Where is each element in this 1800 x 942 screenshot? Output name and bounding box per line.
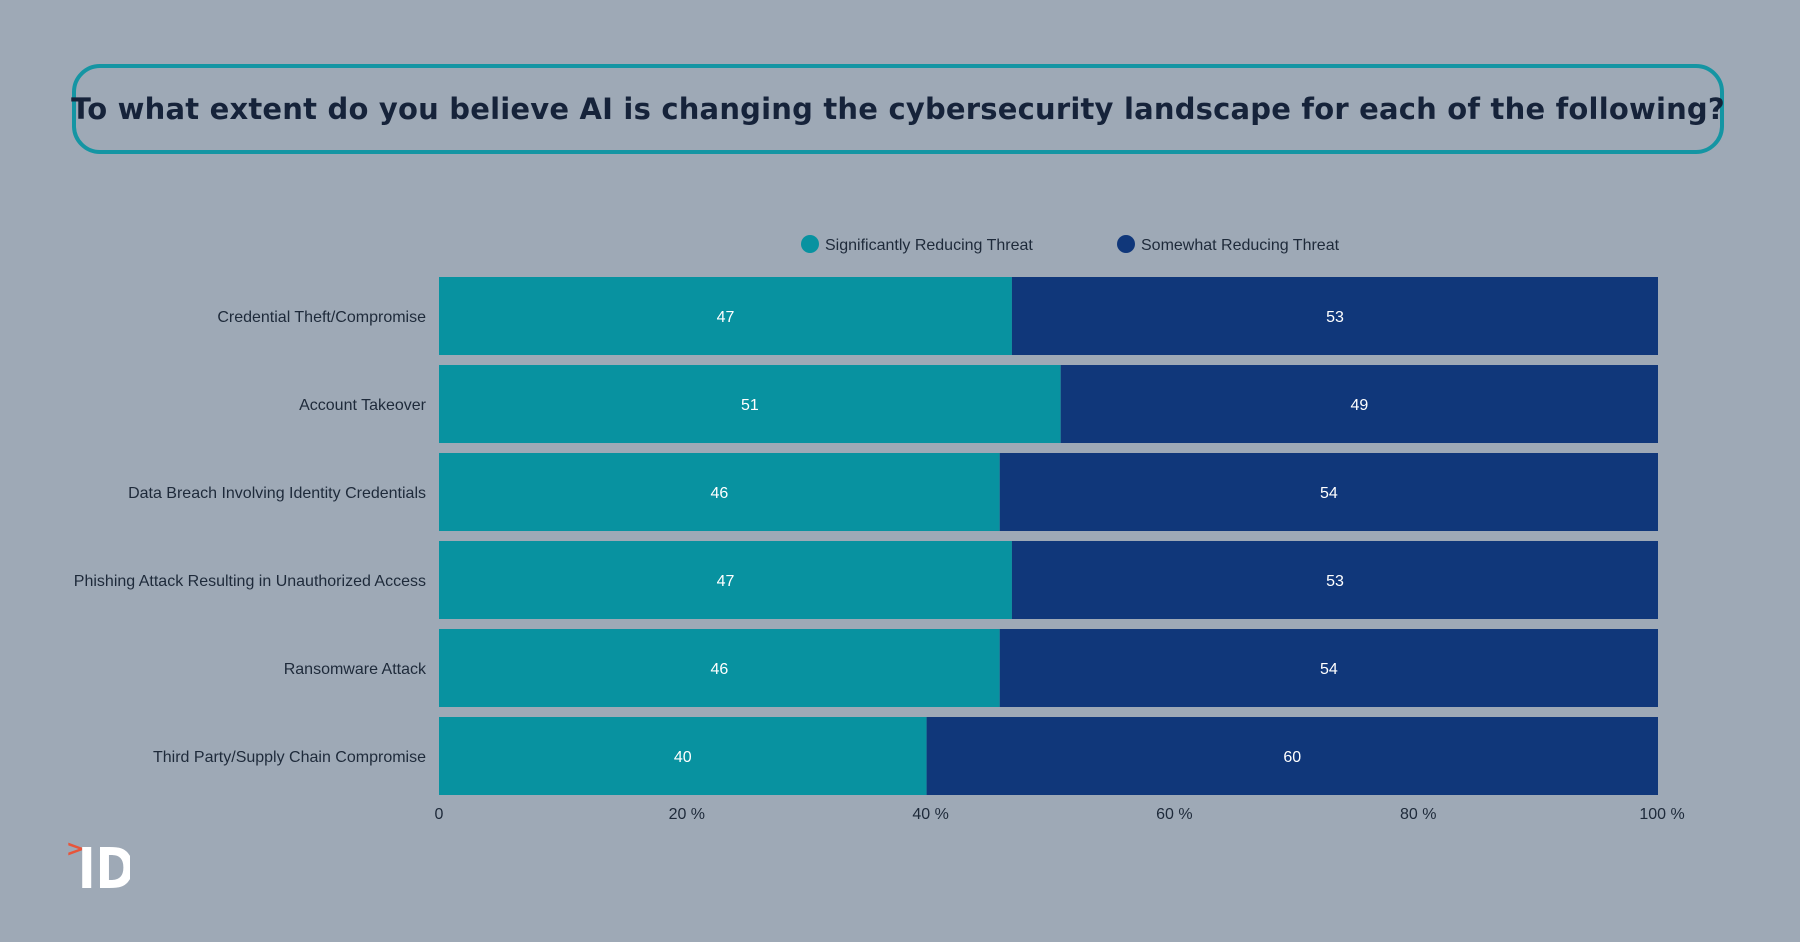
bar-value-label: 51: [741, 397, 759, 414]
bar-value-label: 46: [710, 661, 728, 678]
bar-value-label: 40: [674, 749, 692, 766]
bar-segment-series-1: [439, 717, 927, 795]
bar-value-label: 47: [717, 573, 735, 590]
logo-chevron: >: [66, 837, 84, 862]
bar-segment-series-1: [439, 453, 1000, 531]
category-label: Account Takeover: [299, 397, 427, 414]
category-label: Data Breach Involving Identity Credentia…: [128, 485, 426, 502]
bar-segment-series-1: [439, 365, 1061, 443]
bar-segment-series-1: [439, 277, 1012, 355]
x-tick-label: 0: [435, 806, 444, 823]
category-label: Phishing Attack Resulting in Unauthorize…: [74, 573, 426, 590]
category-label: Ransomware Attack: [284, 661, 427, 678]
x-tick-label: 80 %: [1400, 806, 1436, 823]
bar-value-label: 46: [710, 485, 728, 502]
bar-segment-series-2: [926, 717, 1658, 795]
legend-label-1: Significantly Reducing Threat: [825, 237, 1033, 254]
x-tick-label: 20 %: [669, 806, 705, 823]
legend-label-2: Somewhat Reducing Threat: [1141, 237, 1340, 254]
id-logo: > ID: [66, 837, 130, 890]
bar-value-label: 53: [1326, 309, 1344, 326]
bar-segment-series-2: [1011, 541, 1658, 619]
legend-marker-2: [1117, 235, 1135, 253]
chart-title: To what extent do you believe AI is chan…: [71, 92, 1725, 126]
bar-segment-series-2: [1060, 365, 1658, 443]
logo-text: ID: [78, 837, 130, 890]
bar-value-label: 53: [1326, 573, 1344, 590]
bar-segment-series-2: [999, 629, 1658, 707]
x-tick-label: 40 %: [912, 806, 948, 823]
category-label: Third Party/Supply Chain Compromise: [153, 749, 426, 766]
bar-value-label: 60: [1283, 749, 1301, 766]
bar-segment-series-2: [999, 453, 1658, 531]
category-label: Credential Theft/Compromise: [217, 309, 426, 326]
bar-value-label: 54: [1320, 661, 1338, 678]
bar-value-label: 47: [717, 309, 735, 326]
x-tick-label: 60 %: [1156, 806, 1192, 823]
title-box: To what extent do you believe AI is chan…: [71, 64, 1725, 154]
bar-segment-series-1: [439, 541, 1012, 619]
x-tick-label: 100 %: [1639, 806, 1684, 823]
bar-segment-series-1: [439, 629, 1000, 707]
bar-value-label: 54: [1320, 485, 1338, 502]
bar-segment-series-2: [1011, 277, 1658, 355]
legend-marker-1: [801, 235, 819, 253]
bar-value-label: 49: [1350, 397, 1368, 414]
